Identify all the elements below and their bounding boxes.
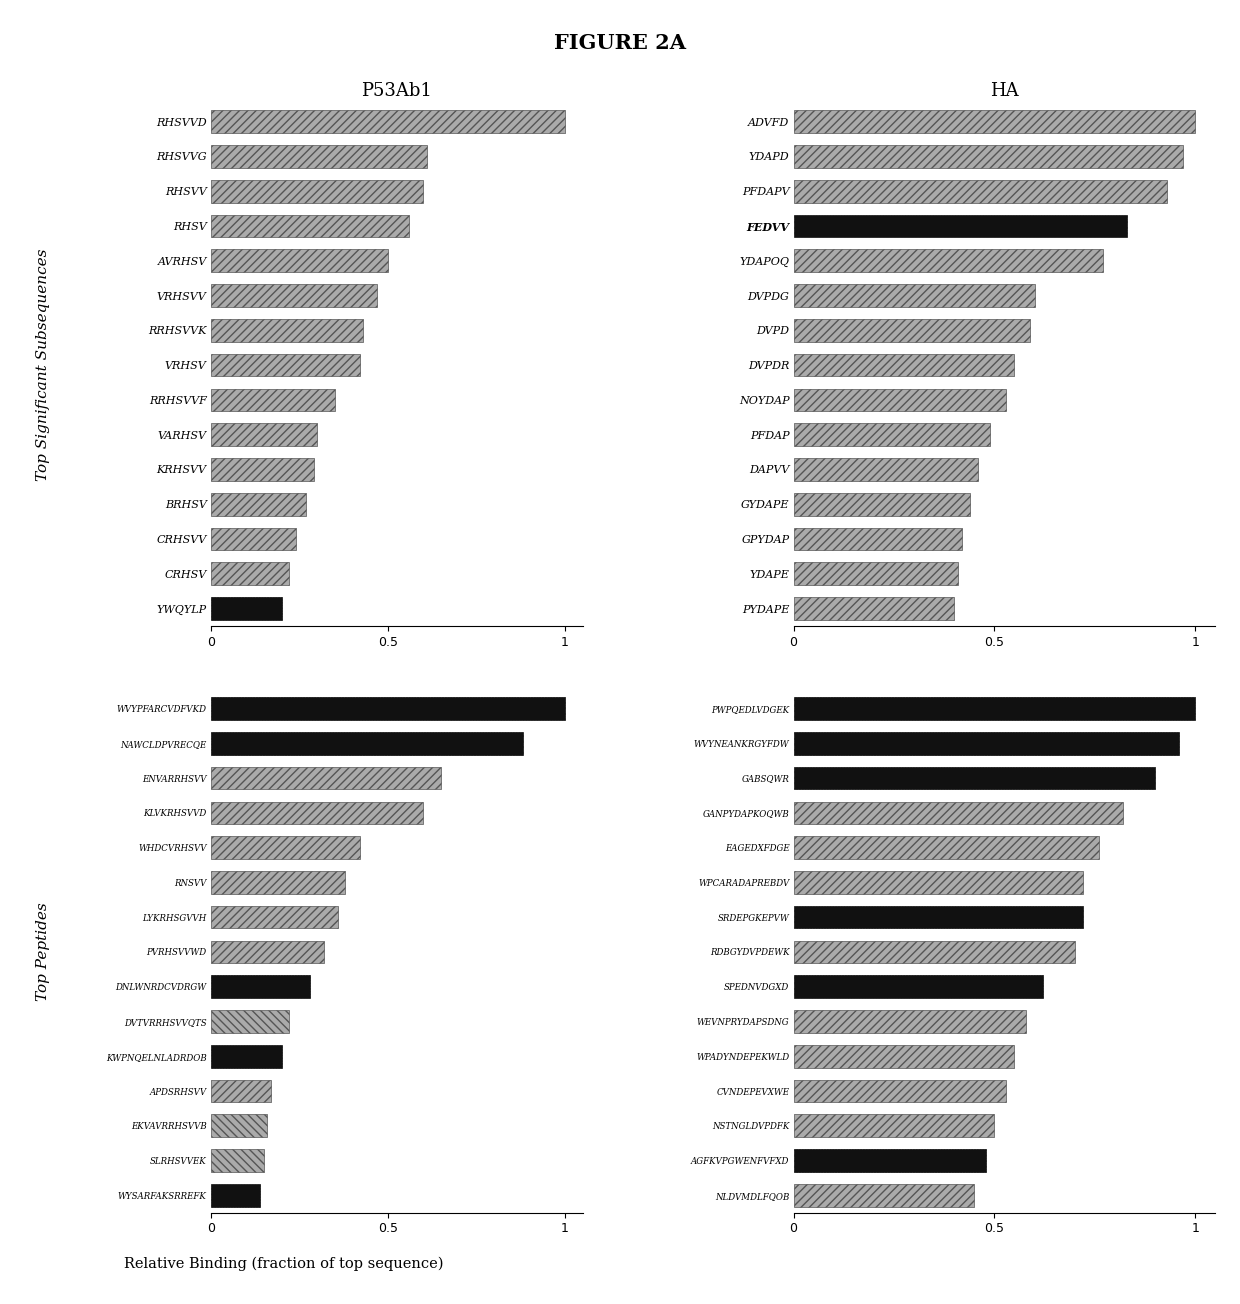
Bar — [794, 458, 978, 481]
Bar — [211, 562, 289, 585]
Bar — [211, 111, 565, 133]
Bar — [211, 424, 317, 446]
Bar — [794, 389, 1007, 411]
Bar — [794, 1184, 975, 1206]
Bar — [211, 698, 565, 720]
Bar — [211, 1184, 260, 1206]
Bar — [211, 1080, 272, 1102]
Bar — [794, 906, 1083, 928]
Bar — [211, 284, 377, 306]
Bar — [211, 871, 346, 893]
Bar — [211, 732, 522, 755]
Bar — [794, 562, 959, 585]
Bar — [211, 389, 335, 411]
Bar — [794, 493, 970, 515]
Bar — [794, 732, 1179, 755]
Bar — [794, 1011, 1027, 1033]
Bar — [794, 698, 1195, 720]
Bar — [794, 802, 1123, 824]
Title: HA: HA — [990, 82, 1019, 100]
Text: Relative Binding (fraction of top sequence): Relative Binding (fraction of top sequen… — [124, 1257, 444, 1271]
Bar — [794, 528, 962, 550]
Bar — [794, 975, 1043, 998]
Bar — [211, 353, 360, 377]
Bar — [794, 767, 1154, 789]
Bar — [794, 1080, 1007, 1102]
Bar — [794, 597, 955, 619]
Bar — [211, 1115, 268, 1137]
Bar — [211, 1045, 281, 1068]
Bar — [794, 1115, 994, 1137]
Bar — [211, 215, 409, 237]
Bar — [211, 597, 281, 619]
Bar — [794, 249, 1102, 273]
Bar — [211, 319, 363, 342]
Text: Top Peptides: Top Peptides — [36, 902, 51, 1001]
Bar — [211, 458, 314, 481]
Bar — [794, 1149, 986, 1172]
Bar — [211, 767, 441, 789]
Bar — [211, 249, 388, 273]
Bar — [211, 145, 427, 168]
Bar — [794, 319, 1030, 342]
Bar — [211, 836, 360, 859]
Bar — [794, 871, 1083, 893]
Bar — [794, 1045, 1014, 1068]
Bar — [794, 145, 1183, 168]
Bar — [794, 180, 1167, 202]
Bar — [794, 111, 1195, 133]
Bar — [794, 353, 1014, 377]
Bar — [794, 940, 1075, 964]
Bar — [794, 424, 991, 446]
Bar — [211, 528, 296, 550]
Bar — [794, 215, 1127, 237]
Bar — [794, 836, 1099, 859]
Bar — [211, 802, 423, 824]
Bar — [211, 1149, 264, 1172]
Bar — [211, 906, 339, 928]
Bar — [211, 940, 324, 964]
Text: FIGURE 2A: FIGURE 2A — [554, 33, 686, 52]
Title: P53Ab1: P53Ab1 — [361, 82, 433, 100]
Bar — [211, 975, 310, 998]
Bar — [211, 180, 423, 202]
Bar — [794, 284, 1034, 306]
Text: Top Significant Subsequences: Top Significant Subsequences — [36, 249, 51, 481]
Bar — [211, 1011, 289, 1033]
Bar — [211, 493, 306, 515]
